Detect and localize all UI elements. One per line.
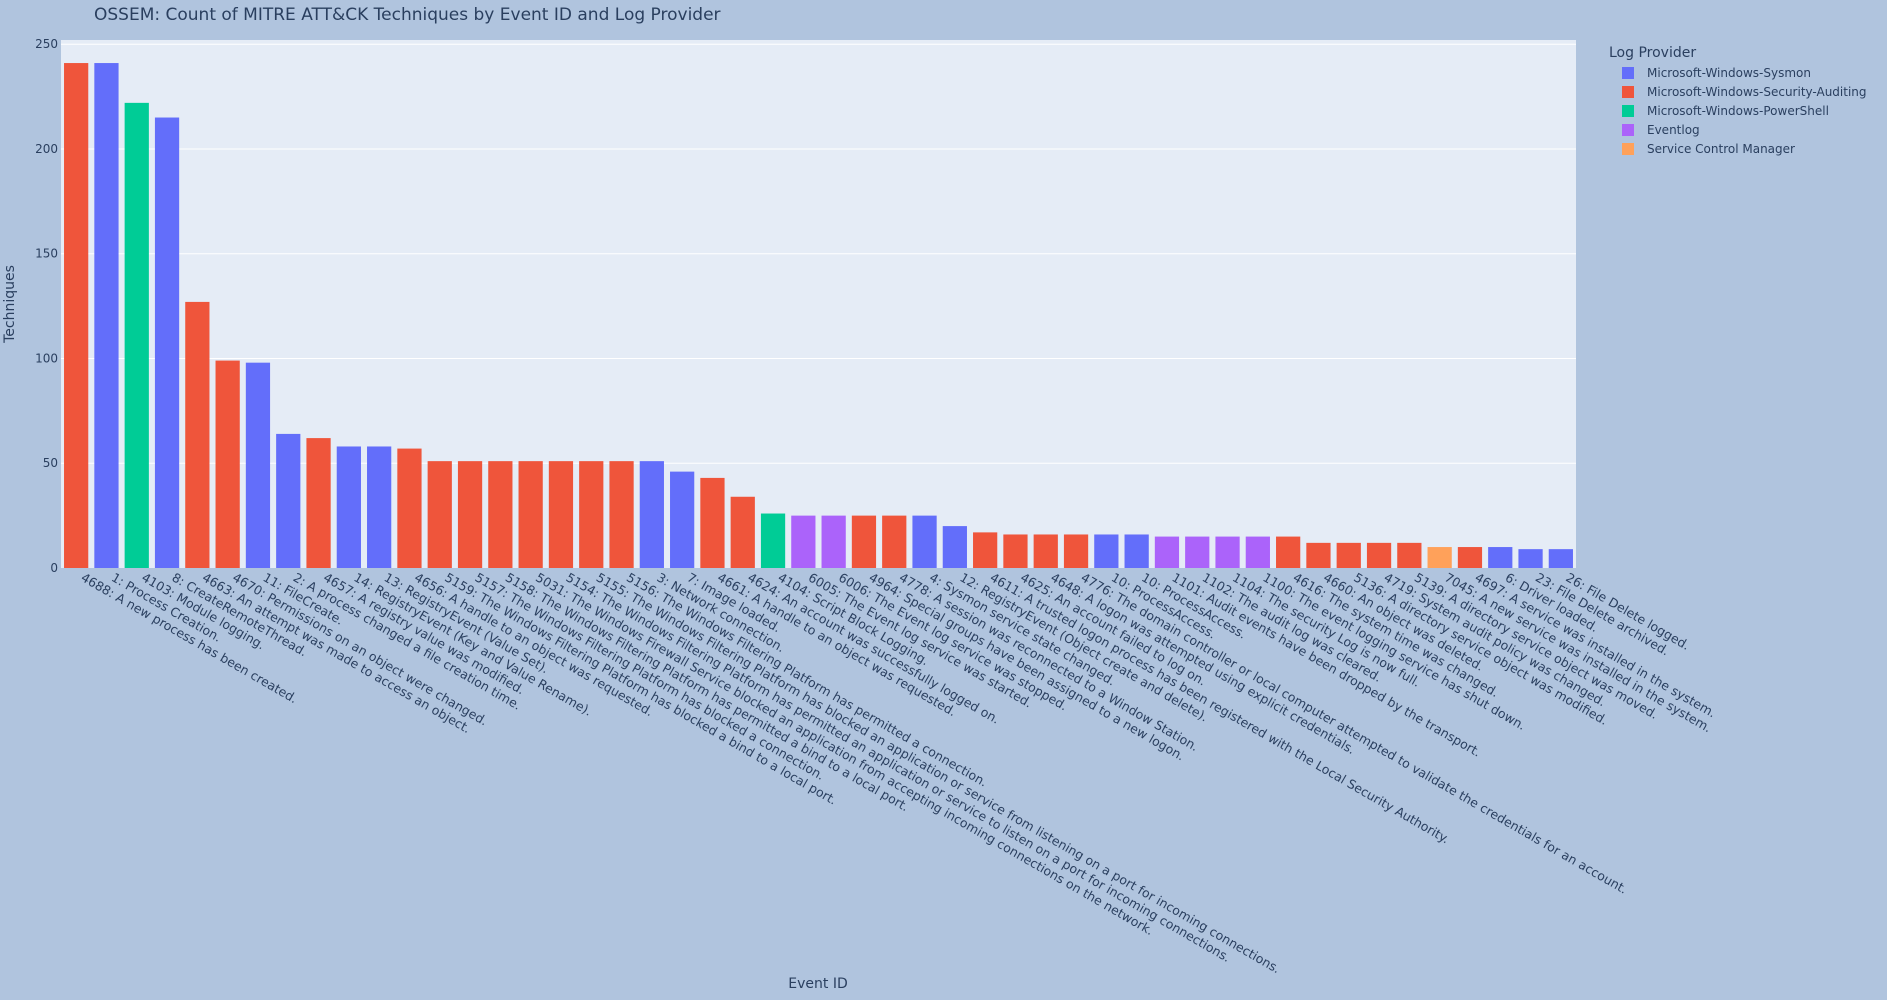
legend-label: Microsoft-Windows-PowerShell	[1647, 104, 1829, 118]
bar[interactable]	[1548, 549, 1573, 568]
bar[interactable]	[245, 362, 271, 568]
bar[interactable]	[488, 461, 513, 568]
legend-swatch	[1622, 124, 1634, 136]
legend-label: Eventlog	[1647, 123, 1700, 137]
bar[interactable]	[1185, 536, 1210, 568]
bar[interactable]	[942, 526, 967, 568]
bar[interactable]	[1215, 536, 1240, 568]
bar[interactable]	[1306, 542, 1331, 568]
legend-label: Microsoft-Windows-Sysmon	[1647, 66, 1811, 80]
bar[interactable]	[1276, 536, 1301, 568]
bar[interactable]	[609, 461, 634, 568]
bar[interactable]	[973, 532, 998, 568]
bar[interactable]	[670, 471, 695, 568]
legend-swatch	[1622, 143, 1634, 155]
bar[interactable]	[154, 117, 180, 569]
bar[interactable]	[639, 461, 664, 568]
bar[interactable]	[367, 446, 392, 568]
bar[interactable]	[276, 433, 301, 568]
chart-title: OSSEM: Count of MITRE ATT&CK Techniques …	[94, 5, 721, 25]
bar[interactable]	[700, 477, 725, 568]
legend-label: Service Control Manager	[1647, 142, 1795, 156]
bar[interactable]	[518, 461, 543, 568]
bar[interactable]	[548, 461, 574, 568]
bar[interactable]	[882, 515, 907, 568]
bar[interactable]	[336, 446, 361, 568]
bar[interactable]	[1427, 547, 1452, 568]
bar[interactable]	[94, 63, 119, 569]
bar[interactable]	[124, 102, 149, 568]
x-axis-ticks: 4688: A new process has been created.1: …	[79, 570, 1719, 977]
legend-label: Microsoft-Windows-Security-Auditing	[1647, 85, 1867, 99]
bar[interactable]	[64, 63, 89, 569]
bar[interactable]	[1397, 542, 1422, 568]
bar[interactable]	[1245, 536, 1270, 568]
bar[interactable]	[1063, 534, 1089, 568]
y-tick-label: 50	[43, 456, 58, 470]
y-axis-ticks: 0 50 100 150 200 250	[35, 37, 58, 575]
bar[interactable]	[1154, 536, 1180, 568]
bar[interactable]	[427, 461, 452, 568]
bar[interactable]	[1336, 542, 1361, 568]
y-tick-label: 0	[50, 561, 58, 575]
bar[interactable]	[1003, 534, 1028, 568]
bar[interactable]	[912, 515, 937, 568]
y-tick-label: 200	[35, 142, 58, 156]
bar[interactable]	[730, 496, 755, 568]
bar[interactable]	[851, 515, 877, 568]
bar[interactable]	[821, 515, 846, 568]
bar[interactable]	[185, 301, 210, 568]
bar[interactable]	[1094, 534, 1119, 568]
legend-swatch	[1622, 67, 1634, 79]
legend-swatch	[1622, 105, 1634, 117]
bars[interactable]	[64, 63, 1573, 569]
legend-swatch	[1622, 86, 1634, 98]
bar[interactable]	[457, 461, 483, 568]
bar[interactable]	[306, 438, 331, 568]
bar[interactable]	[760, 513, 786, 568]
bar[interactable]	[1033, 534, 1058, 568]
bar[interactable]	[215, 360, 240, 568]
y-tick-label: 100	[35, 351, 58, 365]
bar[interactable]	[1457, 547, 1483, 568]
x-axis-title: Event ID	[788, 976, 847, 992]
bar[interactable]	[397, 448, 422, 568]
legend: Log Provider Microsoft-Windows-Sysmon Mic…	[1609, 45, 1867, 156]
y-tick-label: 150	[35, 247, 58, 261]
bar[interactable]	[1488, 547, 1513, 568]
bar[interactable]	[579, 461, 604, 568]
y-axis-title: Techniques	[2, 265, 18, 344]
legend-title: Log Provider	[1609, 45, 1696, 61]
bar[interactable]	[1366, 542, 1392, 568]
bar[interactable]	[1518, 549, 1543, 568]
bar[interactable]	[791, 515, 816, 568]
y-tick-label: 250	[35, 37, 58, 51]
bar[interactable]	[1124, 534, 1149, 568]
